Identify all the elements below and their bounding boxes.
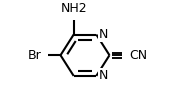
Text: N: N: [99, 28, 108, 41]
Text: NH2: NH2: [60, 2, 87, 15]
Text: Br: Br: [28, 49, 42, 62]
Text: CN: CN: [129, 49, 147, 62]
Text: N: N: [99, 69, 108, 82]
